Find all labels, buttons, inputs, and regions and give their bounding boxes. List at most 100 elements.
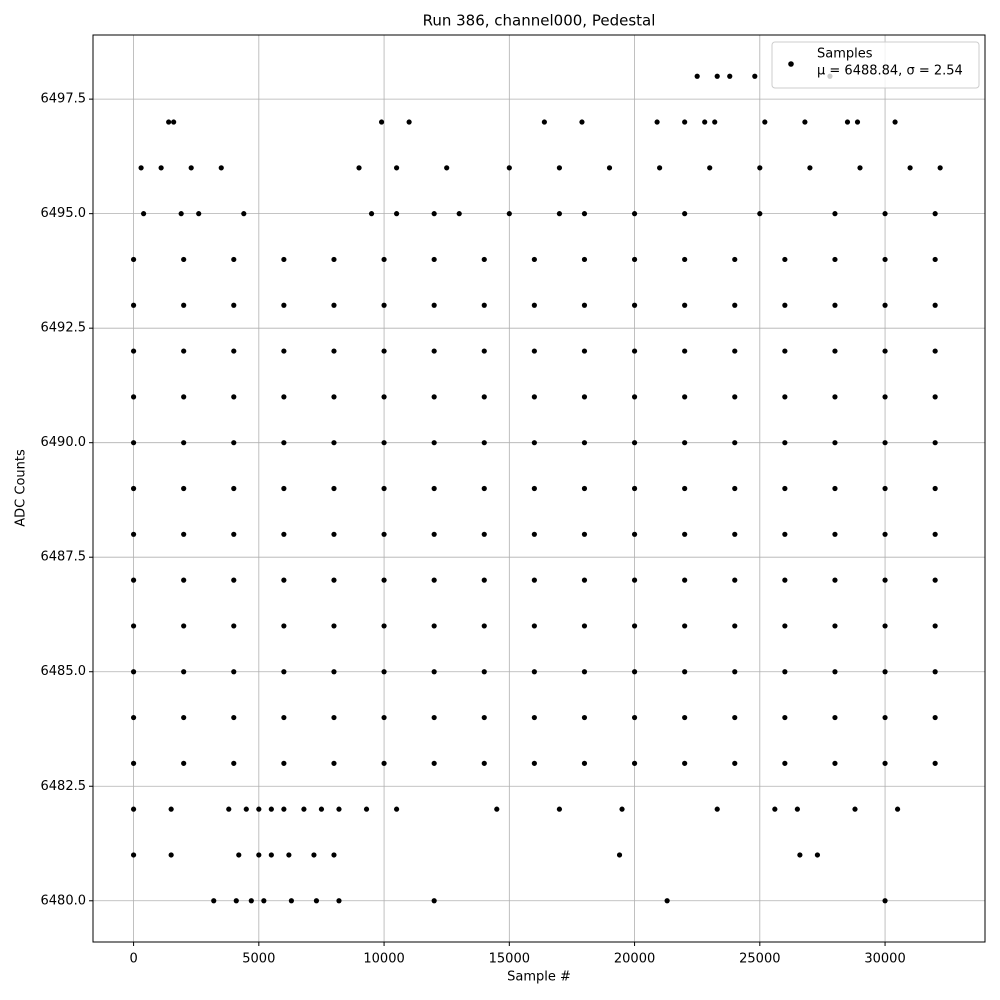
data-point — [581, 302, 588, 308]
data-point — [882, 348, 888, 354]
data-point — [631, 302, 638, 308]
data-point — [456, 211, 462, 217]
data-point — [218, 165, 224, 171]
data-point — [631, 440, 638, 446]
data-point — [782, 760, 788, 766]
data-point — [556, 165, 563, 171]
data-point — [657, 165, 663, 171]
data-point — [331, 760, 337, 766]
data-point — [481, 760, 487, 766]
data-point — [832, 485, 838, 492]
data-point — [431, 256, 437, 263]
data-point — [431, 577, 437, 583]
data-point — [682, 394, 688, 400]
data-point — [832, 256, 838, 263]
chart-title: Run 386, channel000, Pedestal — [423, 12, 656, 30]
data-point — [616, 852, 623, 858]
data-point — [932, 440, 938, 446]
data-point — [336, 806, 342, 812]
data-point — [581, 348, 588, 354]
data-point — [431, 485, 437, 492]
data-point — [882, 211, 888, 217]
data-point — [288, 898, 294, 904]
data-point — [907, 165, 913, 171]
data-point — [802, 119, 808, 125]
data-point — [256, 852, 262, 858]
data-point — [531, 348, 537, 354]
data-point — [682, 577, 688, 583]
data-point — [231, 348, 237, 354]
data-point — [494, 806, 500, 812]
data-point — [481, 714, 487, 721]
data-point — [732, 348, 738, 354]
data-point — [714, 806, 720, 812]
data-point — [481, 485, 487, 492]
data-point — [331, 714, 337, 721]
data-point — [431, 623, 437, 629]
data-point — [381, 256, 387, 263]
data-point — [130, 440, 137, 446]
data-point — [782, 440, 788, 446]
data-point — [932, 485, 938, 492]
data-point — [356, 165, 362, 171]
data-point — [727, 73, 733, 79]
data-point — [431, 714, 437, 721]
data-point — [531, 623, 537, 629]
y-tick-label: 6480.0 — [41, 893, 87, 908]
data-point — [181, 394, 187, 400]
data-point — [231, 440, 237, 446]
data-point — [181, 623, 187, 629]
data-point — [932, 302, 938, 308]
data-point — [932, 623, 938, 629]
data-point — [732, 531, 738, 537]
data-point — [682, 531, 688, 537]
data-point — [231, 485, 237, 492]
data-point — [631, 714, 638, 721]
data-point — [541, 119, 547, 125]
y-tick-label: 6497.5 — [41, 92, 87, 107]
data-point — [481, 440, 487, 446]
data-point — [378, 119, 385, 125]
data-point — [481, 348, 487, 354]
data-point — [892, 119, 898, 125]
data-point — [481, 577, 487, 583]
data-point — [331, 440, 337, 446]
y-tick-label: 6487.5 — [41, 550, 87, 565]
data-point — [631, 211, 638, 217]
data-point — [782, 485, 788, 492]
data-point — [732, 577, 738, 583]
data-point — [336, 898, 342, 904]
data-point — [231, 302, 237, 308]
data-point — [794, 806, 800, 812]
data-point — [832, 760, 838, 766]
data-point — [130, 531, 137, 537]
plot-frame — [92, 34, 986, 943]
data-point — [782, 348, 788, 354]
data-point — [694, 73, 700, 79]
data-point — [556, 806, 563, 812]
legend-marker — [788, 61, 794, 67]
data-point — [932, 577, 938, 583]
data-point — [130, 348, 137, 354]
data-point — [381, 577, 387, 583]
data-point — [178, 211, 184, 217]
x-tick-label: 15000 — [489, 952, 530, 967]
data-point — [168, 806, 174, 812]
data-point — [732, 440, 738, 446]
data-point — [281, 669, 287, 675]
data-point — [381, 440, 387, 446]
data-point — [130, 577, 137, 583]
data-point — [531, 302, 537, 308]
data-point — [431, 302, 437, 308]
data-point — [732, 669, 738, 675]
data-point — [393, 211, 400, 217]
data-point — [832, 302, 838, 308]
legend-stats: μ = 6488.84, σ = 2.54 — [817, 64, 963, 79]
data-point — [226, 806, 232, 812]
data-point — [882, 623, 888, 629]
data-point — [631, 485, 638, 492]
data-point — [882, 760, 888, 766]
data-point — [932, 256, 938, 263]
data-point — [431, 440, 437, 446]
x-tick-label: 10000 — [363, 952, 404, 967]
